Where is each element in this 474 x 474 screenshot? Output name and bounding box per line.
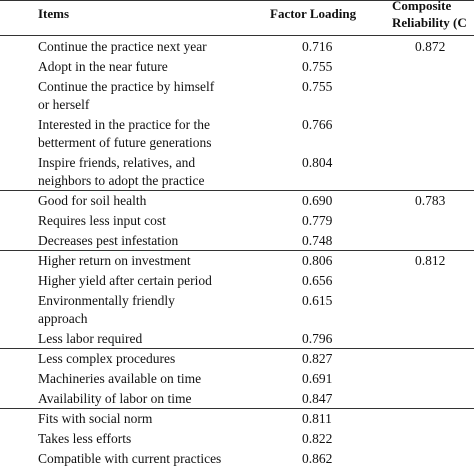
item-text: or herself	[38, 97, 90, 112]
item-text: Good for soil health	[38, 193, 147, 208]
factor-loading: 0.690	[302, 193, 333, 208]
item-text: Inspire friends, relatives, and	[38, 155, 196, 170]
item-text: Higher yield after certain period	[38, 273, 212, 288]
item-text: Decreases pest infestation	[38, 233, 179, 248]
factor-loading: 0.822	[302, 431, 333, 446]
item-text: Environmentally friendly	[38, 293, 175, 308]
factor-loading: 0.615	[302, 293, 333, 308]
group-rule	[0, 190, 474, 191]
item-text: Less labor required	[38, 331, 143, 346]
group-rule	[0, 408, 474, 409]
item-text: Fits with social norm	[38, 411, 153, 426]
factor-loading: 0.755	[302, 59, 333, 74]
factor-loading: 0.811	[302, 411, 332, 426]
factor-loading: 0.691	[302, 371, 333, 386]
item-text: Continue the practice next year	[38, 39, 207, 54]
factor-loading: 0.748	[302, 233, 333, 248]
header-cr: Composite	[392, 0, 452, 13]
top-rule	[0, 0, 474, 1]
factor-loading: 0.847	[302, 391, 333, 406]
item-text: Takes less efforts	[38, 431, 132, 446]
header-items: Items	[38, 6, 70, 21]
header-factor-loading: Factor Loading	[270, 6, 357, 21]
item-text: betterment of future generations	[38, 135, 212, 150]
factor-loading: 0.716	[302, 39, 333, 54]
group-rule	[0, 348, 474, 349]
factor-loading: 0.766	[302, 117, 333, 132]
item-text: Continue the practice by himself	[38, 79, 215, 94]
group-rule	[0, 250, 474, 251]
factor-loading: 0.827	[302, 351, 333, 366]
factor-loading: 0.755	[302, 79, 333, 94]
item-text: Requires less input cost	[38, 213, 166, 228]
item-text: Higher return on investment	[38, 253, 191, 268]
composite-reliability: 0.872	[415, 39, 446, 54]
factor-loading: 0.796	[302, 331, 333, 346]
header-rule	[0, 35, 474, 36]
factor-loading: 0.779	[302, 213, 333, 228]
item-text: Interested in the practice for the	[38, 117, 211, 132]
composite-reliability: 0.783	[415, 193, 446, 208]
item-text: Availability of labor on time	[38, 391, 192, 406]
composite-reliability: 0.812	[415, 253, 446, 268]
item-text: Compatible with current practices	[38, 451, 222, 466]
item-text: approach	[38, 311, 88, 326]
factor-loading: 0.862	[302, 451, 333, 466]
factor-loading: 0.656	[302, 273, 333, 288]
item-text: Less complex procedures	[38, 351, 176, 366]
item-text: neighbors to adopt the practice	[38, 173, 205, 188]
item-text: Machineries available on time	[38, 371, 202, 386]
item-text: Adopt in the near future	[38, 59, 168, 74]
factor-loading: 0.804	[302, 155, 333, 170]
factor-loading: 0.806	[302, 253, 333, 268]
header-cr: Reliability (C	[392, 15, 467, 30]
